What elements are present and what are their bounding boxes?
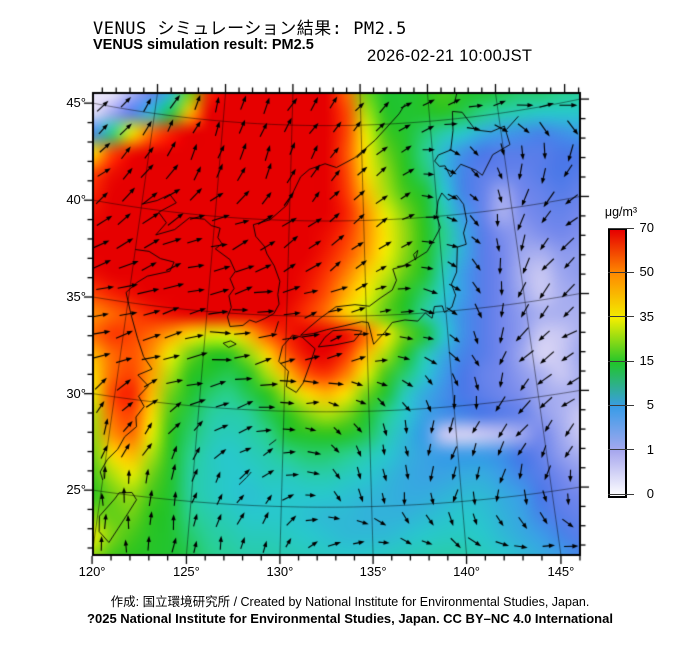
colorbar-label-70: 70 <box>639 220 654 235</box>
lat-label-35: 35° <box>66 289 86 305</box>
colorbar-tick-0 <box>608 493 634 495</box>
colorbar-label-1: 1 <box>646 441 654 457</box>
colorbar-gradient <box>610 230 625 496</box>
colorbar-label-50: 50 <box>639 264 654 280</box>
colorbar-tick-70 <box>608 227 634 229</box>
colorbar-tick-35 <box>608 316 634 318</box>
lat-label-45: 45° <box>66 95 86 111</box>
lat-label-25: 25° <box>66 482 86 498</box>
lat-label-30: 30° <box>66 385 86 401</box>
lon-label-130: 130° <box>266 564 294 579</box>
lon-label-125: 125° <box>172 564 200 579</box>
lon-label-120: 120° <box>78 564 106 579</box>
lat-label-40: 40° <box>66 192 86 208</box>
footer-credit-line: 作成: 国立環境研究所 / Created by National Instit… <box>110 595 590 609</box>
lon-label-145: 145° <box>547 564 575 579</box>
lon-label-140: 140° <box>453 564 480 579</box>
colorbar <box>608 228 627 498</box>
colorbar-tick-5 <box>608 404 634 406</box>
footer: 作成: 国立環境研究所 / Created by National Instit… <box>4 594 696 627</box>
footer-license-line: ?025 National Institute for Environmenta… <box>87 611 613 626</box>
colorbar-tick-50 <box>608 271 634 273</box>
colorbar-label-35: 35 <box>639 308 654 324</box>
colorbar-tick-15 <box>608 360 634 362</box>
lon-label-135: 135° <box>359 564 387 579</box>
colorbar-label-5: 5 <box>646 397 654 413</box>
colorbar-unit-label: μg/m³ <box>604 205 638 219</box>
colorbar-tick-1 <box>608 449 634 451</box>
colorbar-label-0: 0 <box>646 486 654 501</box>
colorbar-label-15: 15 <box>639 353 654 368</box>
